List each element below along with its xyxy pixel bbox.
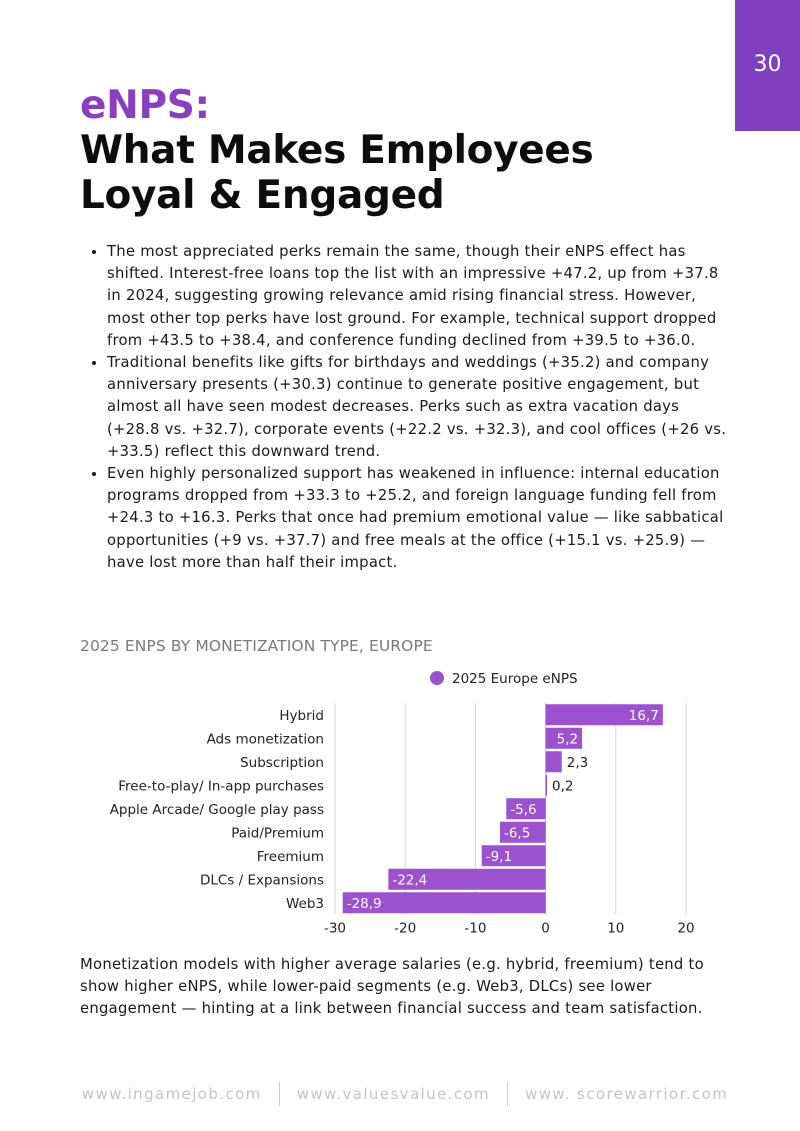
bullet-item: Traditional benefits like gifts for birt…: [107, 352, 730, 463]
footer: www.ingamejob.com www.valuesvalue.com ww…: [80, 1081, 730, 1107]
page-title: eNPS: What Makes Employees Loyal & Engag…: [80, 83, 720, 218]
bar: [545, 727, 583, 749]
chart-title: 2025 ENPS BY MONETIZATION TYPE, EUROPE: [80, 637, 433, 655]
legend-label: 2025 Europe eNPS: [452, 671, 578, 687]
page-number-tab: 30: [735, 0, 800, 131]
category-label: Apple Arcade/ Google play pass: [110, 802, 324, 818]
bullet-item: The most appreciated perks remain the sa…: [107, 241, 730, 352]
title-line-2: Loyal & Engaged: [80, 173, 445, 218]
conclusion-text: Monetization models with higher average …: [80, 956, 704, 1018]
legend-marker: [430, 671, 444, 685]
footer-link-valuesvalue[interactable]: www.valuesvalue.com: [296, 1085, 491, 1103]
data-label: 5,2: [557, 731, 578, 747]
data-label: -28,9: [347, 896, 382, 912]
x-tick-label: 20: [677, 921, 694, 937]
category-label: Hybrid: [279, 708, 324, 724]
bar: [545, 704, 663, 726]
bar: [499, 821, 546, 843]
bar: [545, 751, 562, 773]
bullet-list: The most appreciated perks remain the sa…: [80, 241, 730, 574]
footer-divider: [278, 1082, 280, 1106]
data-label: -5,6: [510, 802, 536, 818]
category-label: Web3: [286, 896, 324, 912]
title-accent: eNPS:: [80, 83, 210, 128]
bar: [388, 868, 546, 890]
x-tick-label: 0: [541, 921, 550, 937]
category-label: Ads monetization: [207, 731, 324, 747]
bar: [481, 845, 546, 867]
footer-link-scorewarrior[interactable]: www. scorewarrior.com: [525, 1085, 729, 1103]
data-label: 0,2: [552, 778, 573, 794]
bar: [342, 892, 546, 914]
enps-bar-chart: 2025 Europe eNPS -30 -20 -10 0 10 20 Hybrid 16,7…: [110, 671, 695, 937]
footer-divider: [507, 1082, 509, 1106]
category-label: DLCs / Expansions: [200, 872, 324, 888]
title-line-1: What Makes Employees: [80, 128, 594, 173]
footer-link-ingamejob[interactable]: www.ingamejob.com: [81, 1085, 262, 1103]
x-tick-label: 10: [607, 921, 624, 937]
data-label: 2,3: [567, 755, 588, 771]
category-label: Paid/Premium: [231, 825, 324, 841]
data-label: -9,1: [486, 849, 512, 865]
category-label: Free-to-play/ In-app purchases: [118, 778, 324, 794]
data-label: -22,4: [392, 872, 427, 888]
bar: [545, 774, 548, 796]
data-label: 16,7: [629, 708, 659, 724]
x-tick-label: -10: [464, 921, 486, 937]
bar: [506, 798, 546, 820]
data-label: -6,5: [504, 825, 530, 841]
page-number: 30: [753, 52, 782, 77]
category-label: Freemium: [257, 849, 324, 865]
bullet-item: Even highly personalized support has wea…: [107, 463, 730, 574]
category-label: Subscription: [240, 755, 324, 771]
x-tick-label: -30: [324, 921, 346, 937]
x-tick-label: -20: [394, 921, 416, 937]
